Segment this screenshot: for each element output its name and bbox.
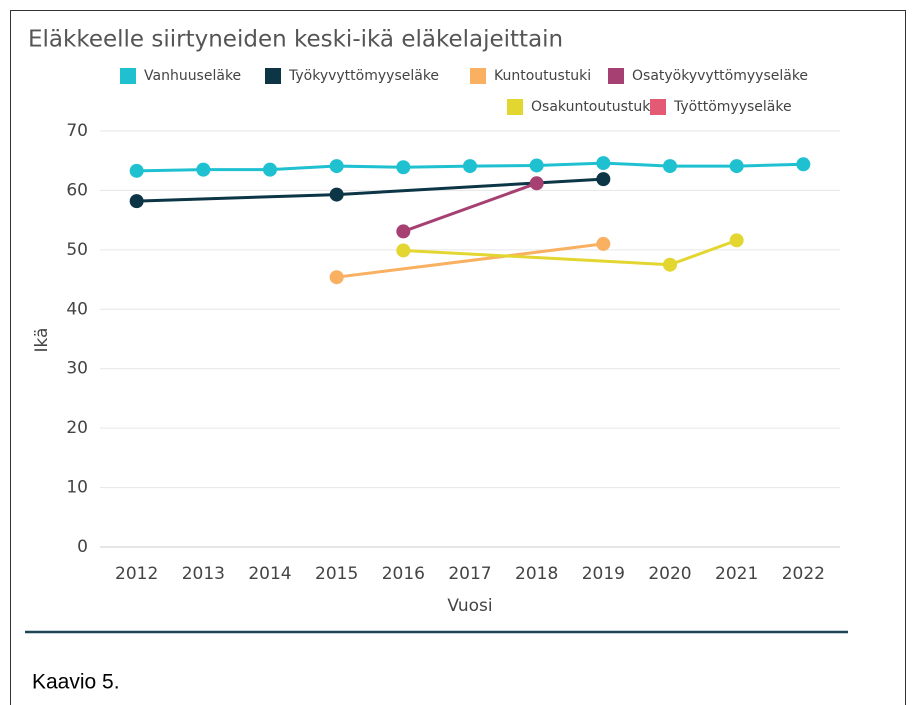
point — [663, 159, 677, 174]
point — [263, 162, 277, 177]
point — [396, 160, 411, 175]
y-tick-label: 30 — [66, 359, 88, 379]
x-axis-title: Vuosi — [447, 596, 492, 616]
legend-swatch — [650, 99, 666, 115]
point — [796, 157, 811, 172]
caption: Kaavio 5. — [32, 671, 120, 694]
legend-label: Osatyökyvyttömyyseläke — [632, 68, 808, 84]
y-tick-label: 20 — [66, 418, 88, 438]
point — [129, 163, 144, 178]
y-tick-label: 10 — [66, 478, 88, 498]
point — [596, 156, 611, 171]
x-tick-label: 2021 — [715, 564, 758, 584]
point — [129, 194, 144, 209]
point — [463, 159, 477, 174]
point — [396, 243, 411, 258]
legend-swatch — [608, 68, 624, 84]
x-tick-label: 2013 — [182, 564, 225, 584]
legend-label: Työttömyyseläke — [673, 99, 792, 115]
legend-label: Kuntoutustuki — [494, 68, 591, 84]
point — [596, 172, 611, 187]
x-tick-label: 2017 — [448, 564, 491, 584]
legend-swatch — [507, 99, 523, 115]
x-tick-label: 2014 — [248, 564, 291, 584]
y-tick-label: 40 — [66, 299, 88, 319]
x-tick-label: 2020 — [648, 564, 691, 584]
legend-label: Työkyvyttömyyseläke — [288, 68, 439, 84]
legend-swatch — [265, 68, 281, 84]
chart-title: Eläkkeelle siirtyneiden keski-ikä eläkel… — [28, 27, 563, 53]
legend-label: Vanhuuseläke — [144, 68, 241, 84]
point — [663, 257, 677, 272]
point — [329, 270, 344, 285]
point — [729, 159, 744, 174]
y-tick-label: 70 — [66, 121, 88, 141]
legend-swatch — [470, 68, 486, 84]
point — [329, 187, 344, 202]
series-line — [403, 238, 738, 267]
series-line — [336, 242, 604, 279]
frame — [10, 10, 906, 705]
y-tick-label: 50 — [66, 240, 88, 260]
point — [329, 159, 344, 174]
y-tick-label: 60 — [66, 180, 88, 200]
legend-swatch — [120, 68, 136, 84]
point — [396, 224, 411, 239]
y-axis-title: Ikä — [32, 328, 52, 353]
x-tick-label: 2018 — [515, 564, 558, 584]
y-tick-label: 0 — [77, 537, 88, 557]
x-tick-label: 2019 — [582, 564, 625, 584]
point — [196, 162, 211, 177]
x-tick-label: 2022 — [782, 564, 825, 584]
point — [596, 236, 611, 251]
point — [529, 176, 544, 191]
x-tick-label: 2015 — [315, 564, 358, 584]
series-line — [402, 181, 538, 233]
x-tick-label: 2012 — [115, 564, 158, 584]
point — [729, 233, 744, 248]
x-tick-label: 2016 — [382, 564, 425, 584]
point — [529, 158, 544, 173]
legend-label: Osakuntoutustuki — [531, 99, 654, 115]
